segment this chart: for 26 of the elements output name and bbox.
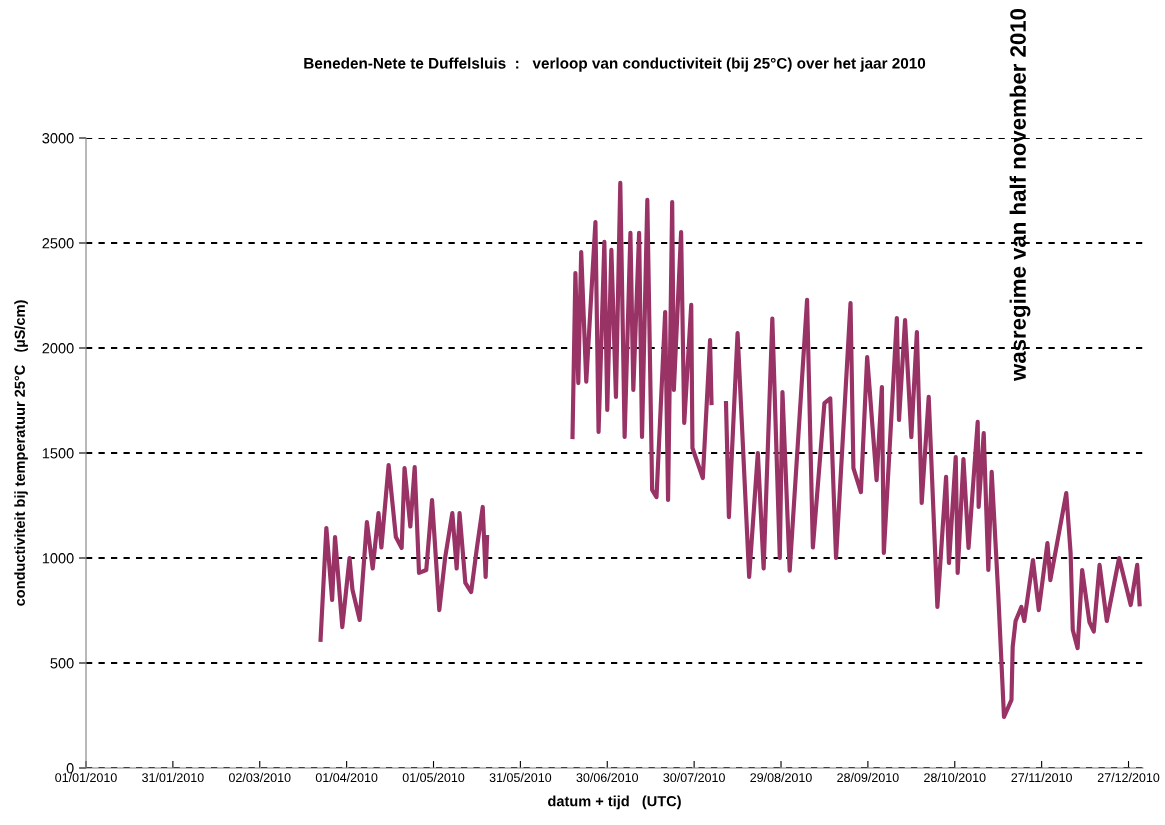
chart-title: Beneden-Nete te Duffelsluis : verloop van conductiviteit (bij 25°C) over het jaar 2010 <box>304 57 926 72</box>
x-tick-label: 30/07/2010 <box>663 772 725 783</box>
x-tick-label: 02/03/2010 <box>228 772 291 783</box>
line-series <box>318 462 490 642</box>
y-tick-label: 2000 <box>42 343 74 354</box>
x-tick-label: 01/04/2010 <box>315 772 378 783</box>
x-tick-label: 28/10/2010 <box>924 772 986 783</box>
x-tick-label: 01/01/2010 <box>55 772 117 783</box>
y-tick-label: 500 <box>50 658 74 669</box>
x-tick-label: 27/11/2010 <box>1011 772 1072 783</box>
x-tick-label: 01/05/2010 <box>402 772 465 783</box>
x-tick-label: 27/12/2010 <box>1097 772 1160 783</box>
line-series <box>570 180 714 503</box>
x-axis-title: datum + tijd (UTC) <box>548 795 681 810</box>
annotation: wasregime van half november 2010 <box>1009 8 1031 382</box>
y-tick-label: 3000 <box>42 133 74 144</box>
y-tick-label: 2500 <box>42 238 74 249</box>
x-tick-label: 31/01/2010 <box>142 772 204 783</box>
y-axis-title: conductiviteit bij temperatuur 25°C (µS/cm) <box>14 300 28 606</box>
y-tick-label: 0 <box>66 763 74 774</box>
x-tick-label: 31/05/2010 <box>489 772 552 783</box>
y-tick-label: 1000 <box>42 553 74 564</box>
y-tick-label: 1500 <box>42 448 74 459</box>
x-tick-label: 30/06/2010 <box>576 772 639 783</box>
x-tick-label: 29/08/2010 <box>750 772 812 783</box>
x-tick-label: 28/09/2010 <box>837 772 899 783</box>
